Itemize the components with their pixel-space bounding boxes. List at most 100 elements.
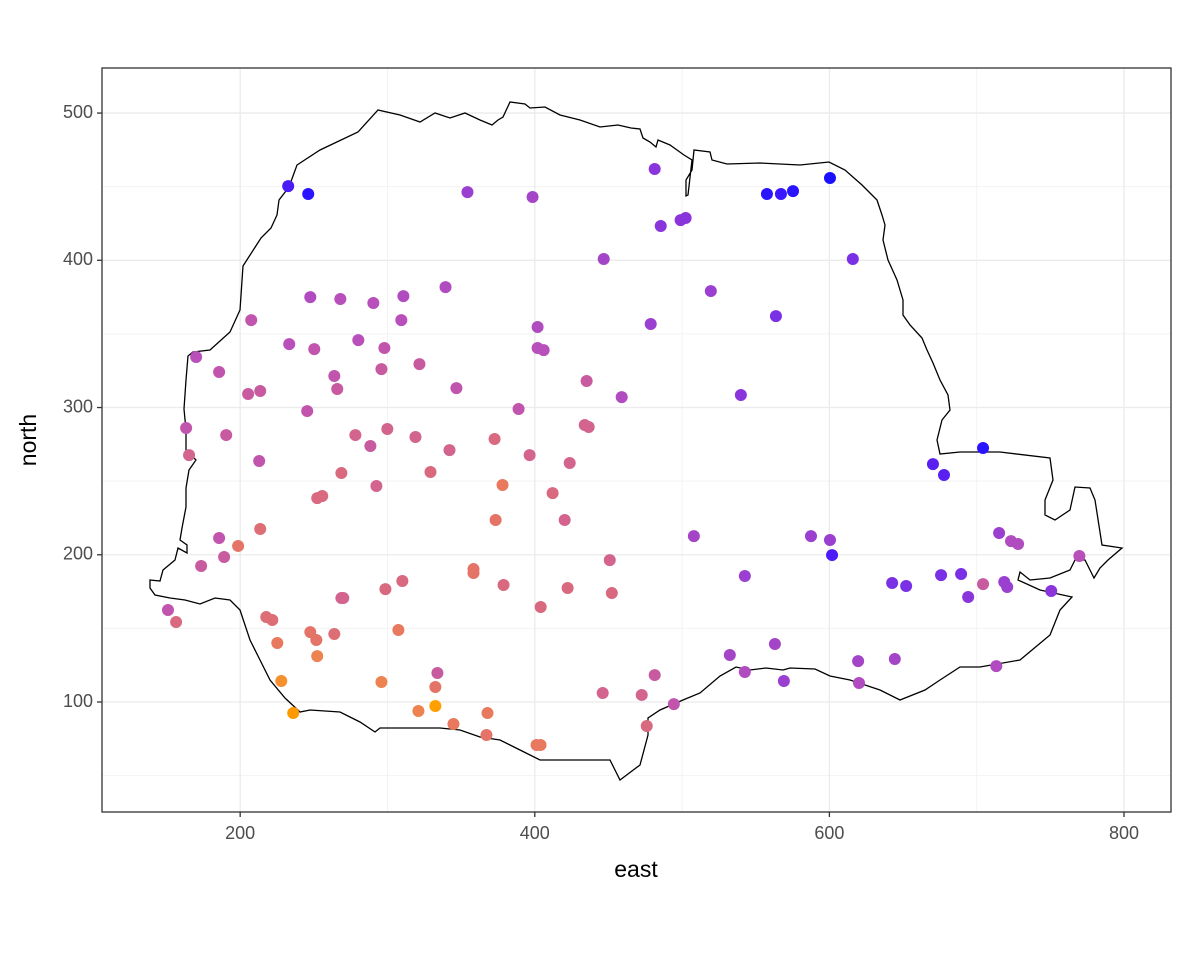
point [439, 281, 452, 294]
point [774, 188, 787, 201]
point [489, 514, 502, 527]
point [900, 579, 913, 592]
point [738, 569, 751, 582]
point [467, 567, 480, 580]
point [328, 627, 341, 640]
point [526, 190, 539, 203]
point [195, 559, 208, 572]
point [352, 334, 365, 347]
y-tick-label: 400 [63, 249, 93, 269]
point [311, 650, 324, 663]
point [955, 568, 968, 581]
point [644, 318, 657, 331]
x-axis-title: east [614, 856, 658, 882]
point [180, 422, 193, 434]
point [443, 444, 456, 457]
point [378, 342, 391, 355]
point [648, 163, 661, 176]
point [331, 382, 344, 395]
point [254, 385, 267, 398]
point [826, 549, 839, 562]
point [823, 534, 836, 547]
point [395, 314, 408, 327]
region-outline [149, 101, 1124, 781]
point [496, 478, 509, 491]
point [615, 391, 628, 404]
x-tick-label: 400 [520, 823, 550, 843]
point [823, 171, 836, 184]
point [977, 578, 990, 591]
grid [102, 68, 1171, 812]
point [461, 186, 474, 199]
point [392, 624, 405, 637]
point [337, 592, 350, 605]
point [760, 188, 773, 201]
point [938, 468, 951, 481]
point [531, 320, 544, 333]
point [926, 458, 939, 471]
point [275, 674, 288, 687]
point [429, 680, 442, 693]
point [335, 467, 348, 480]
point [497, 578, 510, 591]
point [334, 293, 347, 306]
points [161, 163, 1086, 752]
point [852, 655, 865, 668]
point [253, 454, 266, 467]
point [220, 429, 233, 442]
point [450, 382, 463, 395]
point [853, 677, 866, 690]
point [413, 358, 426, 371]
point [370, 480, 383, 493]
point [447, 717, 460, 730]
point [605, 587, 618, 600]
point [409, 430, 422, 443]
point [364, 439, 377, 452]
point [846, 252, 859, 265]
y-tick-label: 300 [63, 396, 93, 416]
point [1073, 549, 1086, 562]
point [213, 366, 226, 379]
point [534, 739, 547, 752]
point [245, 314, 258, 327]
point [213, 531, 226, 544]
point [935, 569, 948, 582]
point [232, 539, 245, 552]
point [1001, 581, 1014, 594]
point [397, 290, 410, 303]
point [687, 530, 700, 543]
panel-border [101, 67, 1172, 813]
point [734, 389, 747, 402]
point [183, 449, 196, 462]
point [561, 582, 574, 595]
point [488, 433, 501, 446]
point [537, 344, 550, 357]
x-tick-label: 200 [225, 823, 255, 843]
point [308, 343, 321, 356]
point [1012, 538, 1025, 551]
point [190, 351, 203, 364]
point [242, 387, 255, 400]
point [283, 338, 296, 351]
point [597, 252, 610, 265]
point [396, 574, 409, 587]
point [667, 698, 680, 711]
point [349, 429, 362, 442]
point [635, 688, 648, 701]
point [271, 636, 284, 649]
point [603, 554, 616, 567]
point [310, 634, 323, 647]
point [738, 665, 751, 678]
point [254, 523, 267, 536]
point [768, 638, 781, 650]
point [429, 699, 442, 712]
point [580, 375, 593, 388]
point [640, 720, 653, 733]
point [379, 583, 392, 596]
point [328, 370, 341, 383]
point [596, 687, 609, 700]
point [804, 530, 817, 543]
point [977, 442, 990, 455]
y-axis-title: north [15, 414, 41, 466]
